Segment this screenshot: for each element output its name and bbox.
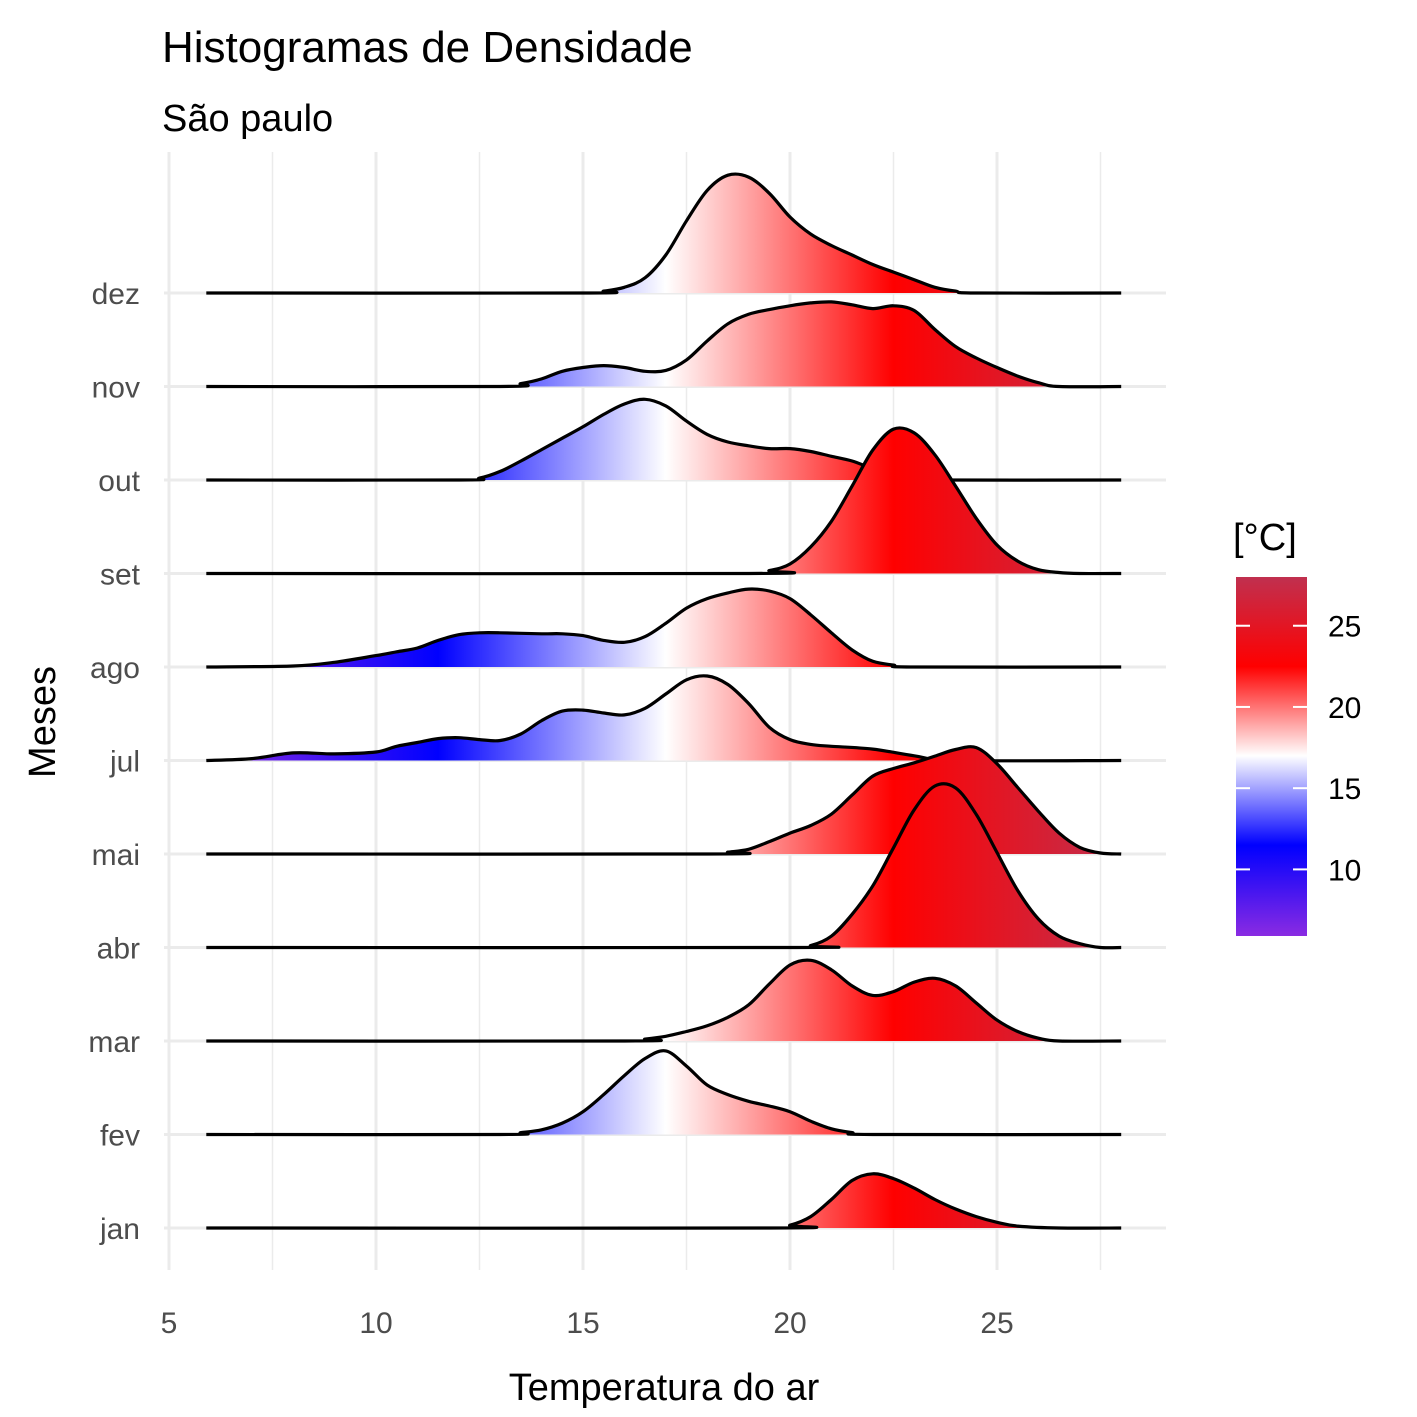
ridge-area-set <box>206 427 1122 574</box>
ridge-line-dez <box>206 172 1122 295</box>
ridge-area-mai <box>206 746 1122 855</box>
y-tick-label-dez: dez <box>92 278 140 311</box>
y-tick-label-jan: jan <box>99 1213 140 1246</box>
y-tick-label-jul: jul <box>109 746 140 779</box>
ridge-line-set <box>206 426 1122 576</box>
ridge-area-nov <box>206 301 1122 387</box>
ridge-area-jan <box>206 1173 1122 1229</box>
ridge-line-nov <box>206 300 1122 389</box>
x-axis-label: Temperatura do ar <box>509 1367 820 1409</box>
x-tick-label: 5 <box>161 1307 178 1340</box>
x-tick-label: 10 <box>359 1307 392 1340</box>
legend-tick-label: 10 <box>1328 854 1361 887</box>
y-tick-label-fev: fev <box>100 1120 140 1153</box>
ridge-area-fev <box>206 1050 1122 1135</box>
y-tick-label-ago: ago <box>90 652 140 685</box>
y-tick-label-out: out <box>98 465 140 498</box>
color-legend: [°C] 10 15 20 25 <box>1233 517 1361 936</box>
legend-title: [°C] <box>1233 517 1297 559</box>
ridge-area-abr <box>206 783 1122 948</box>
ridge-line-jan <box>206 1172 1122 1230</box>
ridge-area-jul <box>206 675 1122 761</box>
legend-tick-label: 15 <box>1328 773 1361 806</box>
ridge-area-out <box>206 399 1122 481</box>
ridge-line-abr <box>206 782 1122 950</box>
chart-subtitle: São paulo <box>162 98 333 140</box>
ridge-area-mar <box>206 960 1122 1042</box>
y-tick-labels: jan fev mar abr mai jul ago set out nov dez <box>88 278 140 1246</box>
legend-ticks: 10 15 20 25 <box>1236 611 1361 887</box>
legend-tick-label: 25 <box>1328 611 1361 644</box>
ridge-line-ago <box>206 587 1122 669</box>
chart-title: Histogramas de Densidade <box>162 23 693 72</box>
legend-colorbar <box>1236 577 1307 936</box>
x-tick-label: 15 <box>566 1307 599 1340</box>
x-tick-label: 20 <box>773 1307 806 1340</box>
ridge-line-jul <box>206 674 1122 763</box>
ridge-line-mar <box>206 958 1122 1043</box>
y-tick-label-set: set <box>100 559 141 592</box>
ridge-area-dez <box>206 174 1122 294</box>
x-tick-label: 25 <box>980 1307 1013 1340</box>
ridge-line-mai <box>206 745 1122 856</box>
y-tick-label-mar: mar <box>88 1026 140 1059</box>
ridge-area-ago <box>206 589 1122 668</box>
y-tick-label-nov: nov <box>92 372 140 405</box>
ridge-line-fev <box>206 1049 1122 1137</box>
y-tick-label-abr: abr <box>97 933 140 966</box>
ridges <box>206 172 1122 1230</box>
legend-tick-label: 20 <box>1328 692 1361 725</box>
x-tick-labels: 5 10 15 20 25 <box>161 1307 1014 1340</box>
y-tick-label-mai: mai <box>92 839 140 872</box>
y-axis-label: Meses <box>22 666 64 778</box>
